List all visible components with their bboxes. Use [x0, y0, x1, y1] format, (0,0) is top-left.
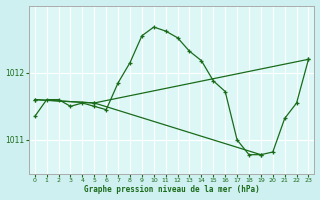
- X-axis label: Graphe pression niveau de la mer (hPa): Graphe pression niveau de la mer (hPa): [84, 185, 260, 194]
